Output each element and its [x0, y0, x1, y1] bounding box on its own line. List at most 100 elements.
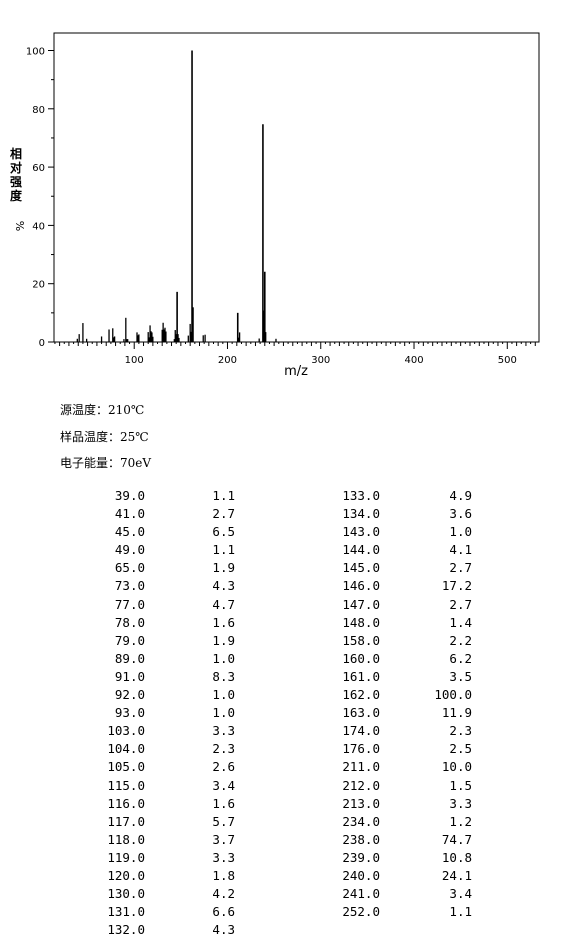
peak-mz: 131.0: [107, 904, 145, 920]
peak-mz: 104.0: [107, 741, 145, 757]
peak-mz: 41.0: [114, 506, 145, 522]
peak-mz: 49.0: [114, 542, 145, 558]
peak-mz: 39.0: [114, 488, 145, 503]
peak-row: 213.0 3.3: [0, 795, 472, 813]
peak-mz: 130.0: [107, 886, 145, 902]
peak-row: 39.0 1.1: [0, 487, 235, 505]
peak-row: 176.0 2.5: [0, 740, 472, 758]
peak-mz: 234.0: [342, 813, 380, 829]
peak-row: 105.0 2.6: [0, 758, 235, 776]
peak-row: 145.0 2.7: [0, 559, 472, 577]
peak-mz: 134.0: [342, 506, 380, 522]
peak-row: 92.0 1.0: [0, 686, 235, 704]
y-tick-label: 20: [32, 280, 45, 291]
peak-row: 65.0 1.9: [0, 559, 235, 577]
mass-spectrum-chart: 0 20 40 60 80 100 100 200 300 400 500 m/z 相对强度 %: [10, 32, 540, 379]
peak-intensity: 3.4: [449, 886, 472, 902]
peak-intensity: 4.9: [449, 488, 472, 503]
peak-mz: 133.0: [342, 488, 380, 503]
peak-intensity: 6.6: [212, 904, 235, 920]
y-tick-label: 0: [39, 338, 45, 349]
y-tick-label: 40: [32, 221, 45, 232]
peak-row: 161.0 3.5: [0, 668, 472, 686]
peak-intensity: 2.6: [212, 759, 235, 775]
peak-intensity: 1.1: [449, 904, 472, 920]
peak-row: 49.0 1.1: [0, 541, 235, 559]
peak-row: 163.0 11.9: [0, 704, 472, 722]
peak-row: 162.0 100.0: [0, 686, 472, 704]
peak-intensity: 10.8: [441, 849, 472, 865]
peak-mz: 119.0: [107, 849, 145, 865]
peak-mz: 73.0: [114, 578, 145, 594]
peak-mz: 145.0: [342, 560, 380, 576]
peak-intensity: 2.7: [449, 596, 472, 612]
y-axis-label: 相对强度: [10, 146, 23, 203]
peak-mz: 143.0: [342, 524, 380, 540]
peak-mz: 211.0: [342, 759, 380, 775]
peak-mz: 92.0: [114, 687, 145, 703]
peak-row: 131.0 6.6: [0, 903, 235, 921]
peak-row: 79.0 1.9: [0, 632, 235, 650]
peak-mz: 77.0: [114, 596, 145, 612]
source-temperature: 源温度：210℃: [60, 403, 145, 417]
peak-intensity: 6.2: [449, 650, 472, 666]
peak-intensity: 3.3: [212, 849, 235, 865]
spectrum-bars: [76, 50, 277, 342]
peak-row: 41.0 2.7: [0, 505, 235, 523]
peak-intensity: 6.5: [212, 524, 235, 540]
peak-mz: 160.0: [342, 650, 380, 666]
peak-row: 133.0 4.9: [0, 487, 472, 505]
peak-row: 211.0 10.0: [0, 758, 472, 776]
peak-intensity: 10.0: [441, 759, 472, 775]
peak-mz: 176.0: [342, 741, 380, 757]
peak-intensity: 1.1: [212, 488, 235, 503]
plot-frame: [53, 32, 540, 343]
y-tick-label: 80: [32, 105, 45, 116]
peak-mz: 163.0: [342, 705, 380, 721]
peak-row: 148.0 1.4: [0, 614, 472, 632]
peak-intensity: 1.5: [449, 777, 472, 793]
peak-row: 91.0 8.3: [0, 668, 235, 686]
peak-intensity: 24.1: [441, 867, 472, 883]
peak-intensity: 2.7: [449, 560, 472, 576]
peak-intensity: 3.3: [449, 795, 472, 811]
peak-intensity: 100.0: [434, 687, 472, 703]
peak-mz: 45.0: [114, 524, 145, 540]
peak-row: 240.0 24.1: [0, 867, 472, 885]
peak-row: 119.0 3.3: [0, 849, 235, 867]
peak-intensity: 1.8: [212, 867, 235, 883]
peak-intensity: 3.4: [212, 777, 235, 793]
peak-mz: 161.0: [342, 668, 380, 684]
x-axis-label: m/z: [284, 364, 308, 379]
peak-intensity: 4.2: [212, 886, 235, 902]
peak-intensity: 2.2: [449, 632, 472, 648]
peak-row: 116.0 1.6: [0, 795, 235, 813]
peak-mz: 144.0: [342, 542, 380, 558]
peak-row: 160.0 6.2: [0, 650, 472, 668]
peak-intensity: 5.7: [212, 813, 235, 829]
x-tick-label: 400: [404, 355, 423, 366]
peak-intensity: 74.7: [441, 831, 472, 847]
peak-intensity: 8.3: [212, 668, 235, 684]
peak-row: 73.0 4.3: [0, 577, 235, 595]
peak-intensity: 1.6: [212, 614, 235, 630]
peak-row: 130.0 4.2: [0, 885, 235, 903]
peak-intensity: 1.9: [212, 560, 235, 576]
peak-mz: 120.0: [107, 867, 145, 883]
peak-row: 238.0 74.7: [0, 831, 472, 849]
peak-intensity: 3.3: [212, 723, 235, 739]
y-tick-label: 60: [32, 163, 45, 174]
peak-intensity: 17.2: [441, 578, 472, 594]
peak-mz: 89.0: [114, 650, 145, 666]
peak-row: 89.0 1.0: [0, 650, 235, 668]
peak-intensity: 3.7: [212, 831, 235, 847]
electron-energy: 电子能量：70eV: [60, 456, 152, 470]
peak-intensity: 1.9: [212, 632, 235, 648]
peak-mz: 252.0: [342, 904, 380, 920]
peak-mz: 174.0: [342, 723, 380, 739]
peak-intensity: 11.9: [441, 705, 472, 721]
peak-intensity: 1.0: [212, 705, 235, 721]
peak-mz: 118.0: [107, 831, 145, 847]
sample-temperature: 样品温度：25℃: [60, 430, 149, 444]
peak-intensity: 2.7: [212, 506, 235, 522]
